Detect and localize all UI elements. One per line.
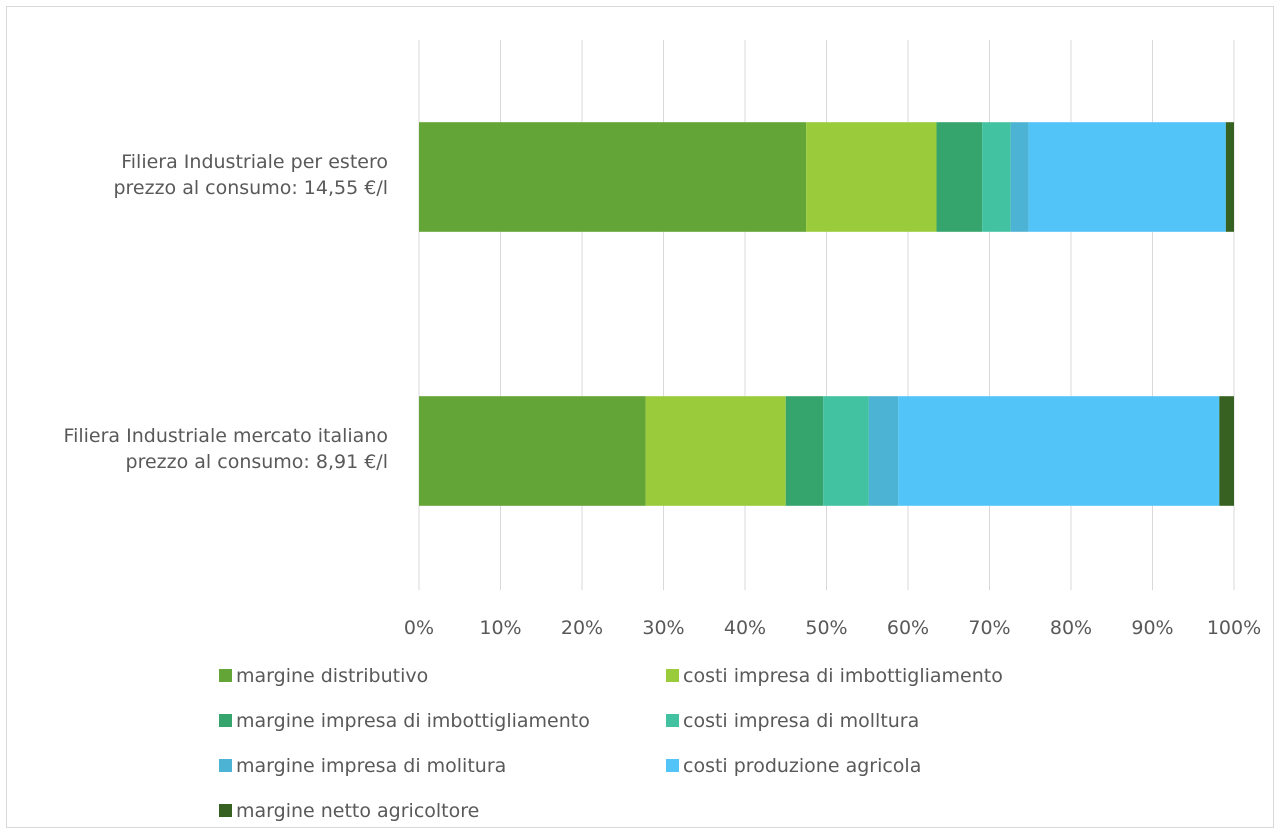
legend-label: costi impresa di molltura <box>683 710 919 732</box>
legend-swatch <box>219 669 232 682</box>
legend-swatch <box>666 669 679 682</box>
x-tick-label: 40% <box>724 617 766 639</box>
legend-swatch <box>666 714 679 727</box>
legend-swatch <box>219 804 232 817</box>
legend-label: margine impresa di imbottigliamento <box>236 710 590 732</box>
bar-segment-costi-impresa-di-imbottigliamento <box>806 122 937 232</box>
bar-segment-margine-impresa-di-imbottigliamento <box>936 122 983 232</box>
bar-segment-margine-impresa-di-molitura <box>868 396 899 506</box>
legend-item-margine-distributivo: margine distributivo <box>219 665 428 687</box>
bar-segment-costi-impresa-di-molltura <box>982 122 1011 232</box>
x-tick-label: 70% <box>968 617 1010 639</box>
legend-label: margine impresa di molitura <box>236 755 506 777</box>
legend-item-costi-produzione-agricola: costi produzione agricola <box>666 755 921 777</box>
legend-item-margine-impresa-di-molitura: margine impresa di molitura <box>219 755 506 777</box>
bar-segment-margine-impresa-di-molitura <box>1010 122 1029 232</box>
bar-segment-costi-produzione-agricola <box>1028 122 1226 232</box>
x-tick-label: 30% <box>642 617 684 639</box>
x-tick-label: 60% <box>887 617 929 639</box>
bar-segment-margine-netto-agricoltore <box>1219 396 1234 506</box>
bar-segment-costi-impresa-di-molltura <box>823 396 869 506</box>
legend-label: costi impresa di imbottigliamento <box>683 665 1003 687</box>
x-tick-label: 90% <box>1131 617 1173 639</box>
bar-segment-margine-distributivo <box>419 396 646 506</box>
legend-item-margine-netto-agricoltore: margine netto agricoltore <box>219 800 479 822</box>
bar-segment-margine-netto-agricoltore <box>1225 122 1234 232</box>
legend-label: margine netto agricoltore <box>236 800 479 822</box>
legend-item-costi-impresa-di-molltura: costi impresa di molltura <box>666 710 919 732</box>
legend-swatch <box>219 759 232 772</box>
legend-label: costi produzione agricola <box>683 755 921 777</box>
x-tick-label: 10% <box>479 617 521 639</box>
category-label: Filiera Industriale per estero <box>121 151 388 173</box>
legend-item-costi-impresa-di-imbottigliamento: costi impresa di imbottigliamento <box>666 665 1003 687</box>
x-tick-label: 80% <box>1050 617 1092 639</box>
x-tick-label: 0% <box>404 617 434 639</box>
legend: margine distributivo costi impresa di imb… <box>219 665 1003 822</box>
legend-swatch <box>219 714 232 727</box>
bar-segment-costi-produzione-agricola <box>898 396 1220 506</box>
x-tick-label: 100% <box>1207 617 1261 639</box>
legend-label: margine distributivo <box>236 665 428 687</box>
category-label: prezzo al consumo: 8,91 €/l <box>126 451 388 473</box>
legend-swatch <box>666 759 679 772</box>
x-tick-labels: 0% 10% 20% 30% 40% 50% 60% 70% 80% 90% 100% <box>404 617 1261 639</box>
category-label: prezzo al consumo: 14,55 €/l <box>113 177 388 199</box>
legend-item-margine-impresa-di-imbottigliamento: margine impresa di imbottigliamento <box>219 710 590 732</box>
bars <box>419 122 1234 506</box>
category-label: Filiera Industriale mercato italiano <box>64 425 388 447</box>
bar-segment-margine-distributivo <box>419 122 807 232</box>
bar-segment-margine-impresa-di-imbottigliamento <box>785 396 824 506</box>
bar-segment-costi-impresa-di-imbottigliamento <box>645 396 786 506</box>
x-tick-label: 20% <box>561 617 603 639</box>
x-tick-label: 50% <box>805 617 847 639</box>
category-labels: Filiera Industriale per estero prezzo al … <box>64 151 388 473</box>
